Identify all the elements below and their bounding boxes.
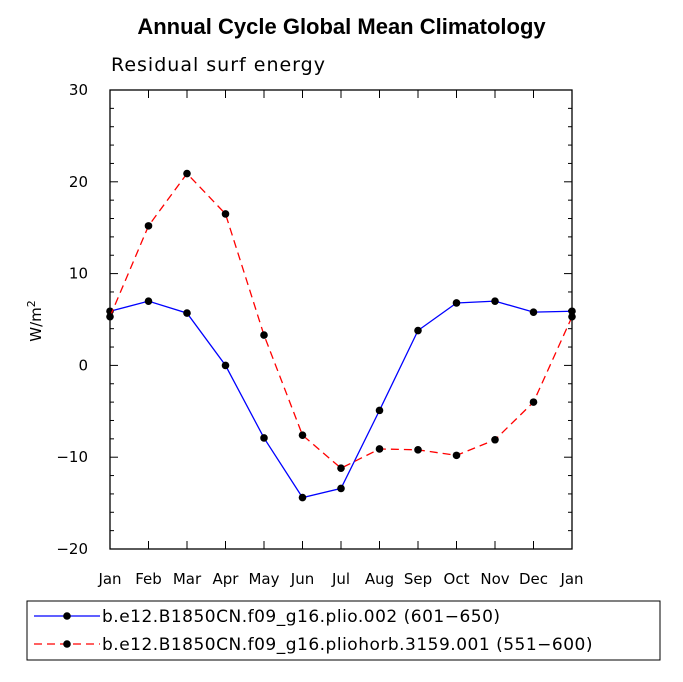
data-point — [337, 484, 345, 493]
legend-marker-1 — [63, 612, 71, 620]
data-point — [337, 464, 345, 473]
x-tick-label: Apr — [213, 570, 240, 588]
y-axis-label-main: W/m — [27, 307, 45, 342]
series-group — [106, 169, 576, 502]
series-2 — [106, 169, 576, 473]
data-point — [491, 297, 499, 305]
x-tick-label: Feb — [135, 570, 162, 588]
plot-area — [109, 89, 573, 550]
data-point — [260, 331, 268, 339]
data-point — [106, 312, 114, 321]
legend-marker-2 — [63, 640, 71, 648]
y-tick-label: 20 — [69, 173, 88, 191]
data-point — [529, 398, 538, 406]
y-tick-label: 10 — [69, 265, 88, 283]
legend-box — [26, 600, 661, 661]
x-tick-label: Aug — [365, 570, 394, 588]
data-point — [298, 431, 307, 439]
data-point — [298, 493, 307, 502]
data-point — [375, 445, 384, 453]
data-point — [221, 361, 230, 370]
y-axis-label: W/m2 — [25, 300, 45, 342]
data-point — [414, 446, 422, 454]
data-point — [491, 435, 499, 444]
x-tick-label: May — [248, 570, 279, 588]
x-tick-label: Jan — [97, 570, 121, 588]
data-point — [568, 312, 576, 321]
x-tick-label: Jun — [290, 570, 314, 588]
data-point — [260, 434, 268, 442]
x-tick-label: Jul — [331, 570, 350, 588]
data-point — [529, 308, 538, 316]
data-point — [452, 451, 461, 460]
data-point — [452, 299, 461, 307]
y-tick-label: 0 — [78, 356, 88, 374]
data-point — [183, 309, 191, 317]
y-tick-label: −20 — [56, 540, 88, 558]
x-tick-label: Jan — [559, 570, 583, 588]
data-point — [144, 222, 153, 230]
x-tick-label: Nov — [480, 570, 509, 588]
data-point — [183, 169, 191, 178]
data-point — [568, 307, 576, 316]
y-axis-label-superscript: 2 — [25, 300, 38, 307]
data-point — [414, 326, 422, 335]
x-tick-label: Oct — [444, 570, 470, 588]
series-line — [109, 172, 573, 469]
chart-subtitle: Residual surf energy — [111, 54, 326, 76]
y-tick-label: −10 — [56, 448, 88, 466]
axis-labels: 30 20 10 0 −10 −20 Jan Feb Mar Apr May Jun Jul Aug Sep… — [56, 81, 583, 588]
data-point — [375, 406, 384, 415]
legend: b.e12.B1850CN.f09_g16.plio.002 (601−650)… — [26, 600, 661, 661]
axis-ticks — [109, 89, 573, 550]
legend-label-2: b.e12.B1850CN.f09_g16.pliohorb.3159.001 … — [102, 635, 593, 655]
chart-title: Annual Cycle Global Mean Climatology — [137, 14, 546, 39]
x-tick-label: Mar — [173, 570, 202, 588]
legend-label-1: b.e12.B1850CN.f09_g16.plio.002 (601−650) — [102, 607, 501, 627]
data-point — [144, 297, 153, 305]
x-tick-label: Sep — [404, 570, 432, 588]
plot-frame — [109, 89, 573, 550]
data-point — [221, 210, 230, 218]
y-tick-label: 30 — [69, 81, 88, 99]
x-tick-label: Dec — [519, 570, 548, 588]
